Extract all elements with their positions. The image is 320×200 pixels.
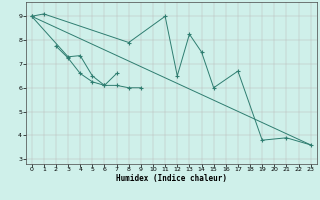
X-axis label: Humidex (Indice chaleur): Humidex (Indice chaleur): [116, 174, 227, 183]
